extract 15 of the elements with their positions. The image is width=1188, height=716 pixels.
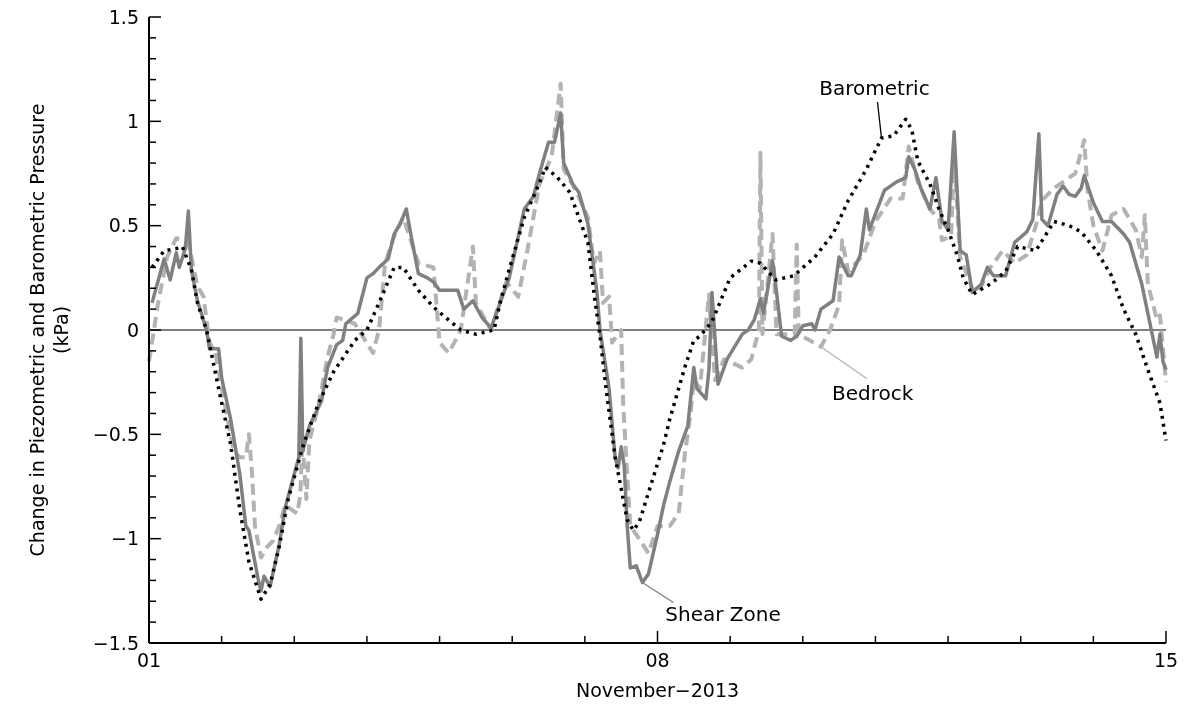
legend-label: Shear Zone — [665, 602, 781, 627]
y-tick-label: 1 — [126, 109, 139, 132]
y-tick-label: 0 — [126, 318, 139, 341]
x-tick-label: 08 — [645, 649, 670, 671]
legend-label: Bedrock — [831, 380, 914, 405]
x-axis-title: November−2013 — [575, 679, 740, 701]
y-tick-label: 0.5 — [108, 214, 139, 237]
y-tick-label: −1.5 — [92, 631, 139, 654]
series-label: Barometric — [819, 76, 930, 101]
y-tick-label: −1 — [110, 527, 139, 550]
y-axis-title: Change in Piezometric and Barometric Pressure (kPa) — [26, 103, 72, 557]
y-tick-label: 1.5 — [108, 5, 139, 28]
x-tick-label: 15 — [1153, 649, 1179, 671]
x-tick-label: 01 — [136, 649, 162, 671]
y-tick-label: −0.5 — [92, 422, 139, 445]
